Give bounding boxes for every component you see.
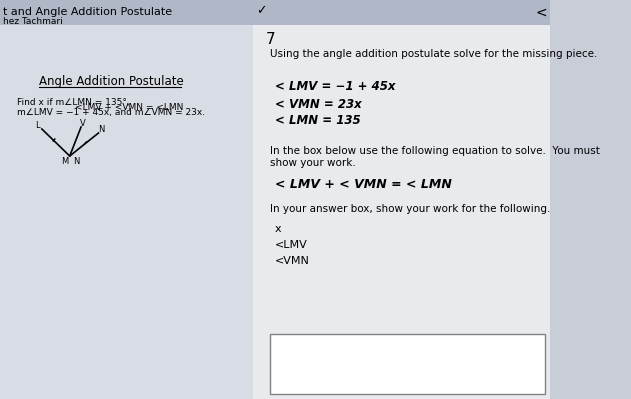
Text: < LMV + < VMN = < LMN: < LMV + < VMN = < LMN [274, 178, 451, 190]
Text: x: x [274, 224, 281, 234]
Text: V: V [80, 119, 86, 128]
Bar [0, 25, 253, 399]
Text: M: M [61, 158, 68, 166]
Text: 7: 7 [266, 32, 275, 47]
Text: t and Angle Addition Postulate: t and Angle Addition Postulate [4, 7, 173, 17]
Text: show your work.: show your work. [270, 158, 356, 168]
Text: L: L [35, 120, 40, 130]
Text: <LMV + <VMN = <LMN: <LMV + <VMN = <LMN [75, 103, 183, 111]
Text: < LMN = 135: < LMN = 135 [274, 115, 360, 128]
Bar [0, 0, 550, 25]
Text: Angle Addition Postulate: Angle Addition Postulate [39, 75, 184, 87]
Text: m∠LMV = −1 + 45x, and m∠VMN = 23x.: m∠LMV = −1 + 45x, and m∠VMN = 23x. [18, 107, 206, 117]
Text: <VMN: <VMN [274, 256, 309, 266]
Text: <LMV: <LMV [274, 240, 307, 250]
Text: Find x if m∠LMN = 135°,: Find x if m∠LMN = 135°, [18, 97, 130, 107]
Bar [253, 25, 550, 399]
Text: <: < [535, 6, 547, 20]
Text: < VMN = 23x: < VMN = 23x [274, 97, 362, 111]
Text: In the box below use the following equation to solve.  You must: In the box below use the following equat… [270, 146, 600, 156]
Text: hez Tachmari: hez Tachmari [4, 18, 63, 26]
Text: N: N [98, 126, 104, 134]
Text: In your answer box, show your work for the following.: In your answer box, show your work for t… [270, 204, 550, 214]
Bar [270, 334, 545, 394]
Text: N: N [73, 158, 79, 166]
Text: ✓: ✓ [256, 4, 267, 18]
Text: < LMV = −1 + 45x: < LMV = −1 + 45x [274, 81, 395, 93]
Text: Using the angle addition postulate solve for the missing piece.: Using the angle addition postulate solve… [270, 49, 598, 59]
